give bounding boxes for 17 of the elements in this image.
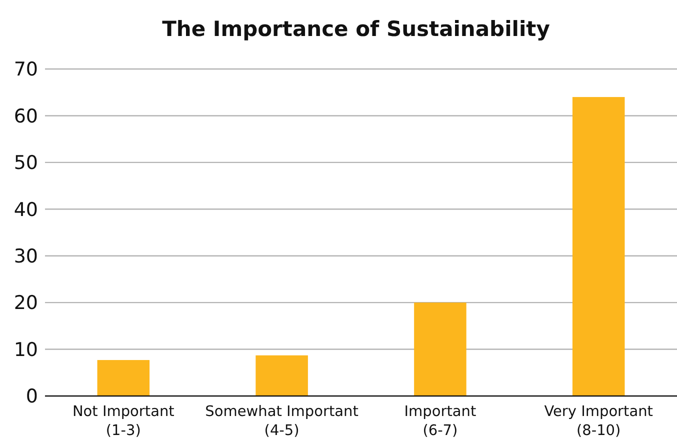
bar	[256, 355, 308, 396]
y-tick-label: 10	[14, 338, 38, 361]
bar	[97, 360, 150, 396]
y-tick-label: 40	[14, 198, 38, 221]
x-tick-label: Very Important (8-10)	[544, 404, 654, 439]
chart-title: The Importance of Sustainability	[162, 17, 550, 41]
bar	[572, 97, 625, 396]
x-tick-label: Not Important (1-3)	[72, 404, 175, 439]
y-tick-label: 70	[14, 58, 38, 81]
y-tick-label: 20	[14, 292, 38, 314]
x-tick-label: Important (6-7)	[404, 404, 476, 439]
y-tick-label: 50	[14, 152, 38, 174]
y-tick-label: 30	[14, 246, 38, 268]
x-tick-label: Somewhat Important (4-5)	[205, 404, 359, 439]
y-tick-label: 60	[14, 105, 38, 128]
y-tick-label: 0	[26, 386, 38, 408]
bar	[414, 302, 466, 396]
